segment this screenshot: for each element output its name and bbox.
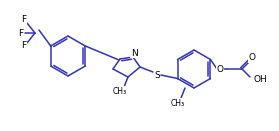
Text: N: N (131, 48, 137, 58)
Text: O: O (217, 64, 223, 73)
Text: S: S (154, 70, 160, 80)
Text: OH: OH (254, 75, 268, 83)
Text: F: F (18, 29, 23, 37)
Text: F: F (21, 15, 27, 24)
Text: CH₃: CH₃ (171, 99, 185, 108)
Text: CH₃: CH₃ (113, 86, 127, 95)
Text: F: F (21, 42, 27, 50)
Text: O: O (249, 53, 256, 62)
